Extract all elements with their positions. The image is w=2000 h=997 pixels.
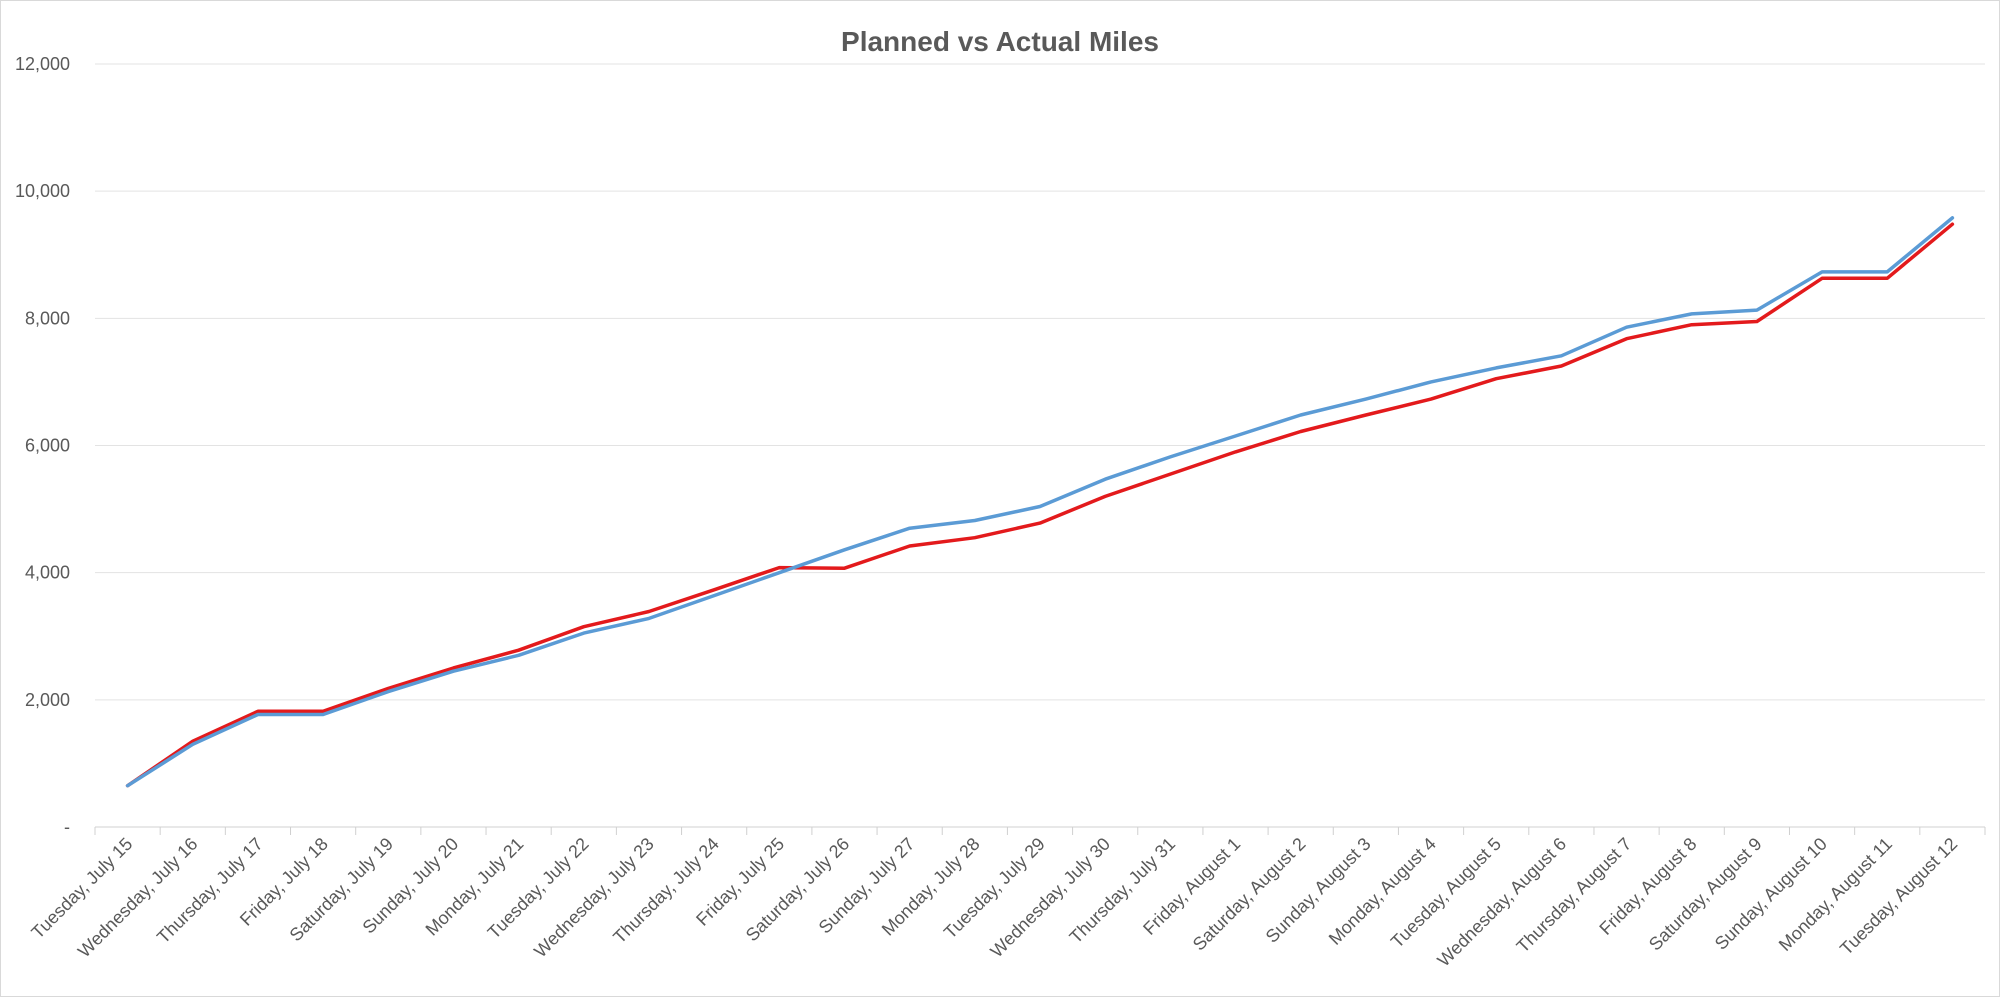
y-tick-label: - <box>64 817 70 837</box>
x-tick-label: Thursday, August 7 <box>1513 834 1636 957</box>
x-tick-label: Wednesday, August 6 <box>1433 834 1570 971</box>
y-tick-label: 2,000 <box>25 690 70 710</box>
x-tick-label: Wednesday, July 30 <box>986 834 1114 962</box>
x-tick-label: Tuesday, August 5 <box>1387 834 1505 952</box>
x-tick-label: Tuesday, August 12 <box>1836 834 1961 959</box>
x-tick-label: Wednesday, July 16 <box>74 834 202 962</box>
series-lines <box>125 216 1955 788</box>
y-tick-label: 10,000 <box>15 181 70 201</box>
series-line-1 <box>125 222 1955 788</box>
x-tick-label: Sunday, August 10 <box>1711 834 1831 954</box>
x-tick-label: Monday, August 11 <box>1775 834 1896 955</box>
y-tick-label: 8,000 <box>25 308 70 328</box>
y-tick-label: 6,000 <box>25 436 70 456</box>
x-tick-label: Wednesday, July 23 <box>530 834 658 962</box>
y-tick-label: 12,000 <box>15 54 70 74</box>
y-tick-label: 4,000 <box>25 563 70 583</box>
y-axis-tick-labels: - 2,000 4,000 6,000 8,000 10,000 12,000 <box>15 54 70 837</box>
series-line-2 <box>125 216 1955 788</box>
x-tick-label: Saturday, August 2 <box>1189 834 1310 955</box>
x-tick-label: Saturday, August 9 <box>1645 834 1766 955</box>
x-axis <box>94 826 1986 835</box>
chart-title: Planned vs Actual Miles <box>841 26 1159 57</box>
gridlines <box>95 63 1985 701</box>
